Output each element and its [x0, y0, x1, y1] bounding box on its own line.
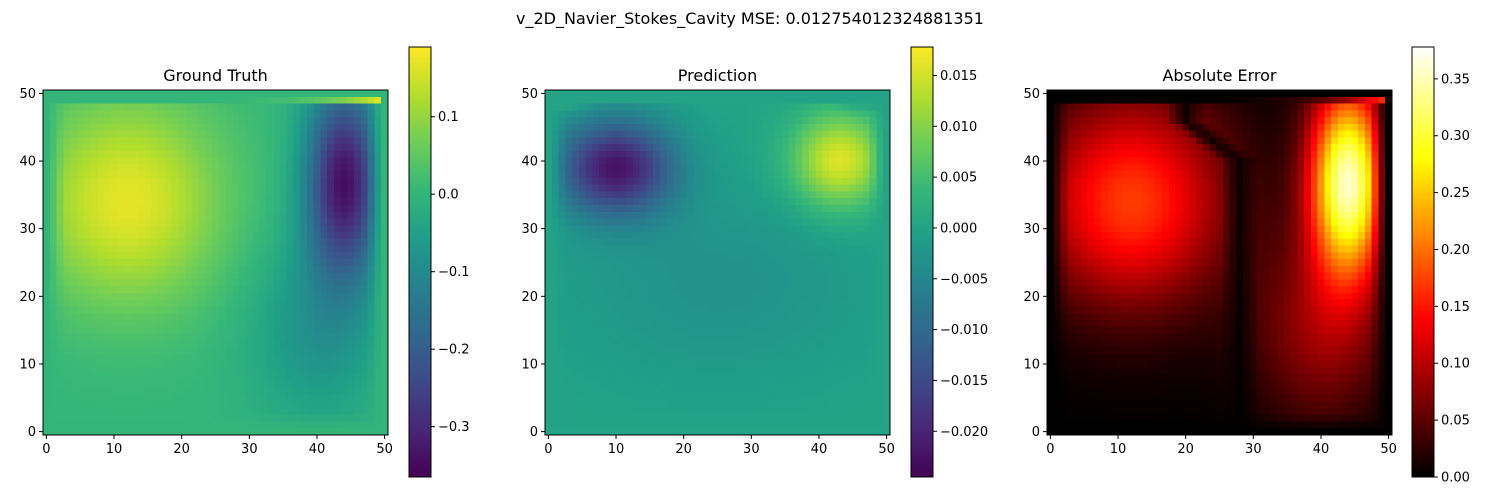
colorbar-gradient-3 [1412, 47, 1434, 477]
colorbar-tick-label: −0.015 [940, 374, 988, 389]
colorbar-tick-label: −0.020 [940, 425, 988, 440]
colorbar-tick-label: 0.0 [438, 188, 459, 203]
axes-layer: Ground Truth 0 10 20 30 40 50 0 10 20 30 40 50 0.1 0.0… [19, 46, 1470, 486]
x-tick-label: 50 [878, 442, 895, 457]
y-tick-label: 40 [1023, 155, 1040, 170]
x-tick-label: 30 [1245, 442, 1262, 457]
x-tick-label: 10 [608, 442, 625, 457]
y-tick-label: 10 [19, 357, 36, 372]
colorbar-frame [1411, 46, 1435, 478]
colorbar-tick-label: 0.005 [940, 171, 977, 186]
colorbar-tick-label: −0.3 [438, 420, 470, 435]
colorbar-tick-label: 0.20 [1441, 243, 1470, 258]
heatmap-image-1 [43, 90, 388, 435]
panel-title: Prediction [678, 66, 757, 85]
axes-frame [1046, 89, 1393, 436]
y-tick-label: 0 [28, 425, 36, 440]
y-tick-label: 0 [530, 425, 538, 440]
colorbar-tick-label: 0.010 [940, 120, 977, 135]
x-tick-label: 40 [811, 442, 828, 457]
y-tick-label: 20 [19, 290, 36, 305]
colorbar-tick-label: −0.005 [940, 272, 988, 287]
x-tick-label: 20 [675, 442, 692, 457]
y-tick-label: 30 [521, 222, 538, 237]
colorbar-tick-label: 0.15 [1441, 300, 1470, 315]
x-tick-label: 0 [1046, 442, 1054, 457]
y-tick-label: 40 [521, 155, 538, 170]
x-tick-label: 20 [173, 442, 190, 457]
panel-1: Ground Truth 0 10 20 30 40 50 0 10 20 30 40 50 0.1 0.0… [19, 46, 470, 478]
colorbar-frame [408, 46, 432, 478]
axes-frame [42, 89, 389, 436]
x-tick-label: 0 [544, 442, 552, 457]
panel-title: Absolute Error [1162, 66, 1276, 85]
x-tick-label: 10 [1110, 442, 1127, 457]
colorbar-tick-label: 0.015 [940, 69, 977, 84]
x-tick-label: 10 [106, 442, 123, 457]
y-tick-label: 50 [19, 87, 36, 102]
colorbar-tick-label: 0.30 [1441, 129, 1470, 144]
y-tick-label: 10 [1023, 357, 1040, 372]
y-tick-label: 20 [521, 290, 538, 305]
x-tick-label: 50 [1380, 442, 1397, 457]
x-tick-label: 30 [241, 442, 258, 457]
colorbar-tick-label: −0.010 [940, 323, 988, 338]
axes-frame [544, 89, 891, 436]
y-tick-label: 50 [1023, 87, 1040, 102]
heatmap-image-3 [1047, 90, 1392, 435]
heatmap-image-2 [545, 90, 890, 435]
y-tick-label: 30 [19, 222, 36, 237]
panel-2: Prediction 0 10 20 30 40 50 0 10 20 30 40 50 0.015 0.0… [521, 46, 988, 478]
colorbar-gradient-1 [409, 47, 431, 477]
colorbar-tick-label: 0.25 [1441, 186, 1470, 201]
x-tick-label: 50 [376, 442, 393, 457]
colorbar-tick-label: 0.000 [940, 221, 977, 236]
colorbar-tick-label: 0.1 [438, 110, 459, 125]
x-tick-label: 40 [309, 442, 326, 457]
colorbar-tick-label: 0.05 [1441, 414, 1470, 429]
colorbar-gradient-2 [911, 47, 933, 477]
y-tick-label: 40 [19, 155, 36, 170]
colorbar-tick-label: −0.1 [438, 265, 470, 280]
x-tick-label: 20 [1177, 442, 1194, 457]
colorbar-frame [910, 46, 934, 478]
y-tick-label: 10 [521, 357, 538, 372]
colorbar-tick-label: 0.35 [1441, 72, 1470, 87]
y-tick-label: 0 [1032, 425, 1040, 440]
panel-3: Absolute Error 0 10 20 30 40 50 0 10 20 30 40 50 0.35… [1023, 46, 1470, 486]
x-tick-label: 30 [743, 442, 760, 457]
colorbar-tick-label: 0.10 [1441, 357, 1470, 372]
y-tick-label: 20 [1023, 290, 1040, 305]
y-tick-label: 50 [521, 87, 538, 102]
y-tick-label: 30 [1023, 222, 1040, 237]
panel-title: Ground Truth [163, 66, 268, 85]
figure-suptitle: v_2D_Navier_Stokes_Cavity MSE: 0.0127540… [516, 9, 984, 29]
colorbar-tick-label: 0.00 [1441, 471, 1470, 486]
x-tick-label: 0 [42, 442, 50, 457]
colorbar-tick-label: −0.2 [438, 343, 470, 358]
x-tick-label: 40 [1313, 442, 1330, 457]
